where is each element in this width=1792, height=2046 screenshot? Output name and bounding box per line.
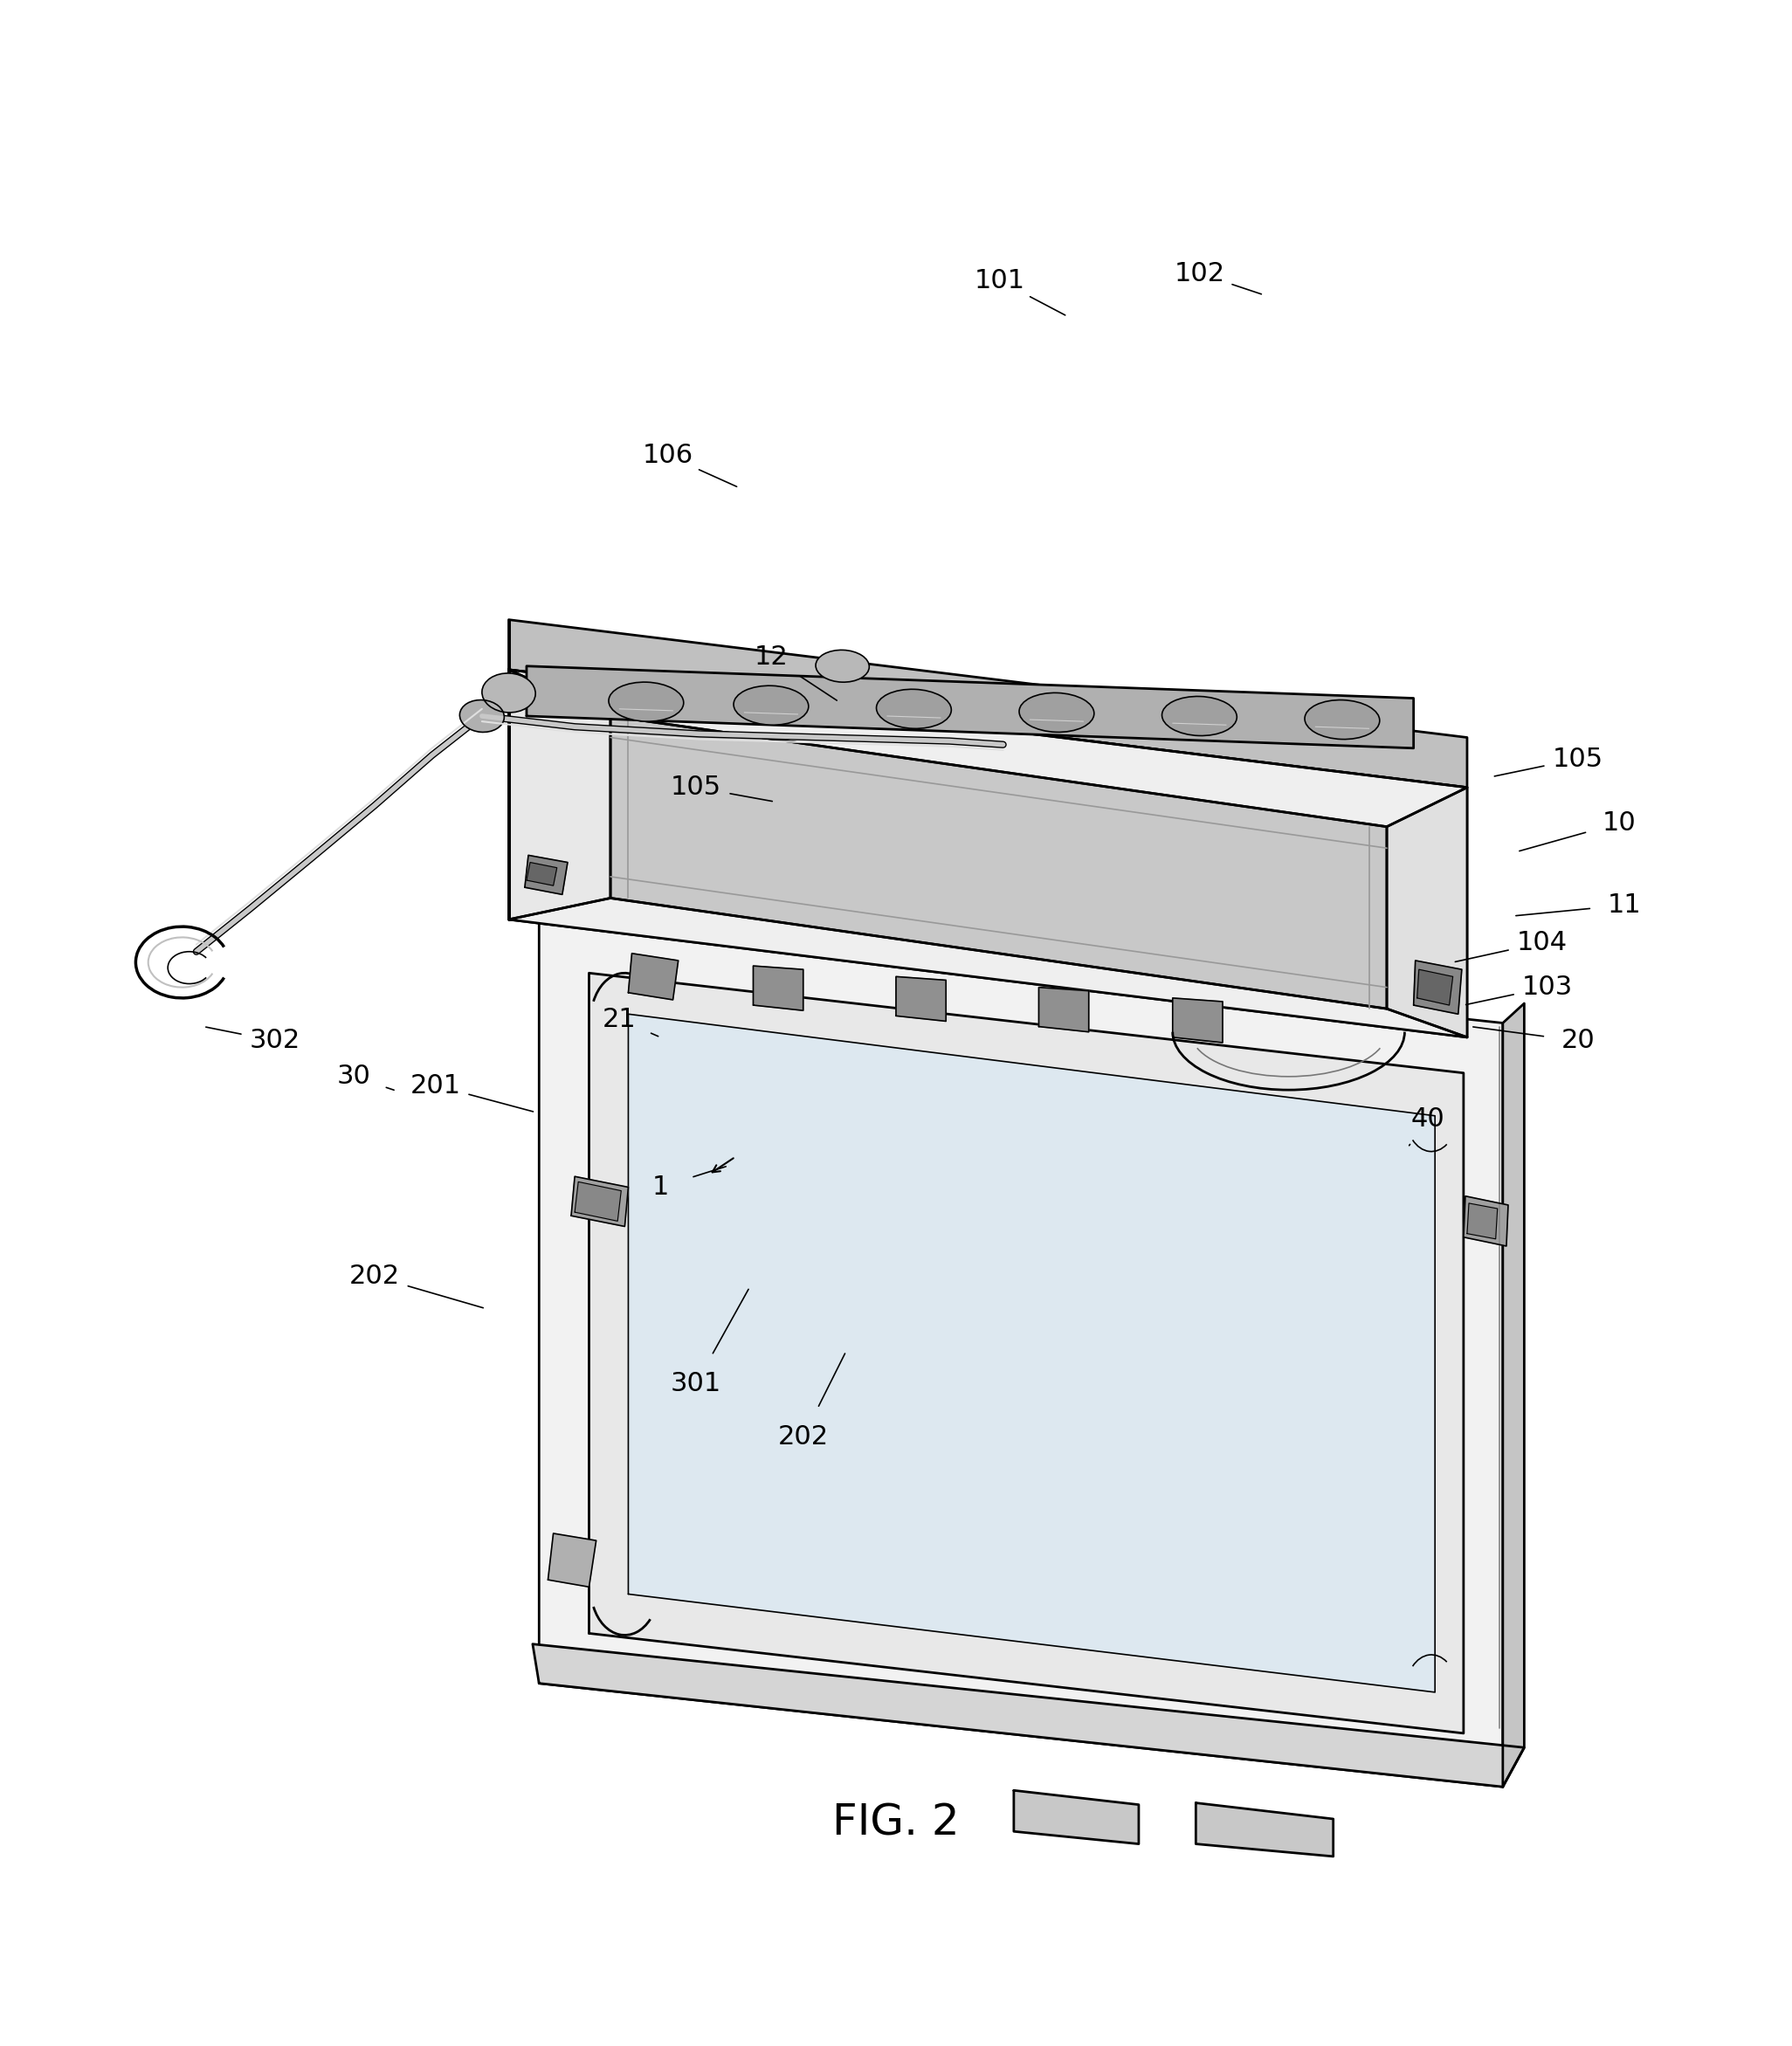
Text: 10: 10 (1602, 810, 1636, 835)
Text: 1: 1 (652, 1174, 668, 1199)
Polygon shape (896, 976, 946, 1021)
Text: 106: 106 (642, 442, 694, 469)
Polygon shape (509, 669, 1468, 827)
Polygon shape (527, 861, 557, 886)
Text: 40: 40 (1410, 1107, 1444, 1131)
Text: 102: 102 (1174, 260, 1224, 286)
Text: 20: 20 (1561, 1029, 1595, 1054)
Ellipse shape (1020, 694, 1095, 732)
Polygon shape (1503, 1003, 1525, 1786)
Polygon shape (590, 974, 1464, 1733)
Polygon shape (572, 1176, 629, 1226)
Polygon shape (539, 919, 1503, 1786)
Text: 21: 21 (602, 1007, 636, 1031)
Text: 101: 101 (975, 268, 1025, 293)
Ellipse shape (815, 651, 869, 681)
Ellipse shape (461, 700, 504, 732)
Text: 105: 105 (670, 775, 722, 800)
Text: 105: 105 (1552, 747, 1604, 771)
Polygon shape (1464, 1197, 1509, 1246)
Text: 202: 202 (778, 1424, 828, 1451)
Polygon shape (629, 1015, 1435, 1692)
Polygon shape (1195, 1803, 1333, 1856)
Polygon shape (509, 669, 1468, 1037)
Ellipse shape (1161, 696, 1236, 737)
Polygon shape (629, 953, 677, 1000)
Polygon shape (1172, 998, 1222, 1043)
Ellipse shape (733, 685, 808, 724)
Text: 11: 11 (1607, 892, 1641, 919)
Polygon shape (509, 898, 1468, 1037)
Polygon shape (1039, 988, 1090, 1031)
Ellipse shape (1305, 700, 1380, 739)
Polygon shape (1014, 1790, 1138, 1843)
Polygon shape (509, 620, 1468, 788)
Polygon shape (575, 1183, 622, 1221)
Polygon shape (1387, 788, 1468, 1037)
Polygon shape (1417, 970, 1453, 1005)
Polygon shape (611, 716, 1387, 1009)
Text: 302: 302 (249, 1029, 301, 1054)
Ellipse shape (609, 681, 683, 722)
Text: 12: 12 (754, 644, 788, 669)
Ellipse shape (876, 690, 952, 728)
Polygon shape (527, 667, 1414, 749)
Ellipse shape (482, 673, 536, 712)
Text: 202: 202 (349, 1264, 400, 1289)
Polygon shape (753, 966, 803, 1011)
Polygon shape (1414, 960, 1462, 1015)
Polygon shape (509, 669, 611, 919)
Text: 104: 104 (1516, 931, 1568, 955)
Text: 30: 30 (337, 1064, 371, 1088)
Text: 201: 201 (410, 1072, 461, 1099)
Text: FIG. 2: FIG. 2 (833, 1803, 959, 1843)
Polygon shape (548, 1532, 597, 1588)
Text: 301: 301 (670, 1371, 722, 1395)
Polygon shape (532, 1645, 1525, 1786)
Polygon shape (1468, 1203, 1498, 1240)
Polygon shape (525, 855, 568, 894)
Text: 103: 103 (1521, 974, 1573, 1000)
